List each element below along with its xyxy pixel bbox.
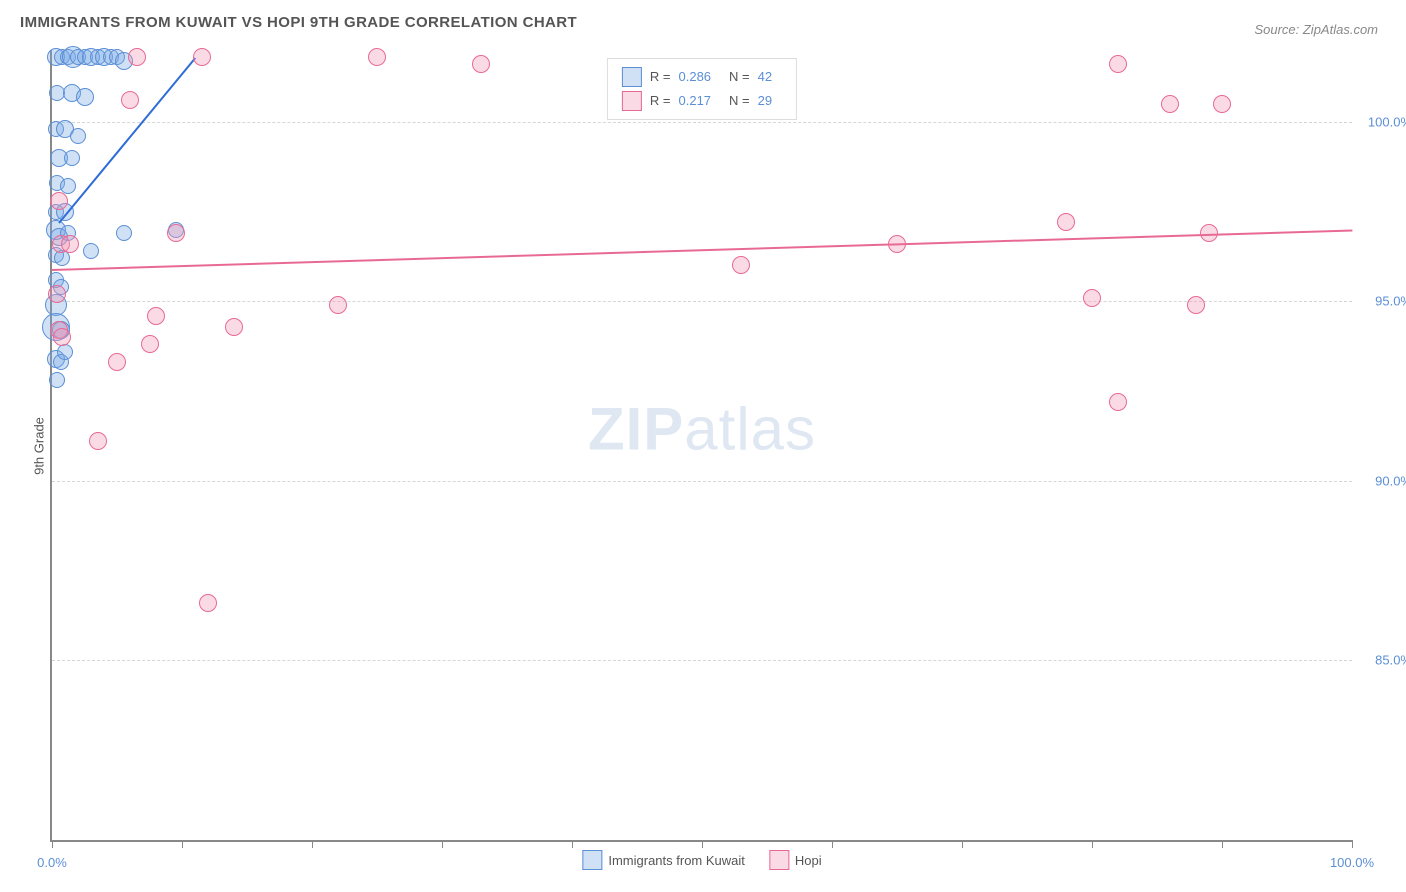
x-tick (1352, 840, 1353, 848)
scatter-point (167, 224, 185, 242)
x-tick (962, 840, 963, 848)
trend-line (52, 230, 1352, 271)
scatter-point (1057, 213, 1075, 231)
r-value: 0.286 (678, 65, 711, 89)
scatter-point (1161, 95, 1179, 113)
scatter-point (49, 372, 65, 388)
n-value: 42 (758, 65, 772, 89)
scatter-point (732, 256, 750, 274)
scatter-point (61, 235, 79, 253)
correlation-chart: IMMIGRANTS FROM KUWAIT VS HOPI 9TH GRADE… (0, 0, 1406, 892)
y-tick-label: 85.0% (1357, 653, 1406, 668)
legend-bottom: Immigrants from Kuwait Hopi (582, 850, 821, 870)
scatter-point (1083, 289, 1101, 307)
x-tick (832, 840, 833, 848)
n-label: N = (729, 65, 750, 89)
scatter-point (70, 128, 86, 144)
legend-bottom-item: Hopi (769, 850, 822, 870)
legend-top-row: R = 0.217 N = 29 (622, 89, 782, 113)
legend-swatch (582, 850, 602, 870)
chart-title: IMMIGRANTS FROM KUWAIT VS HOPI 9TH GRADE… (20, 14, 577, 31)
x-tick-label: 100.0% (1330, 855, 1374, 870)
scatter-point (53, 328, 71, 346)
x-tick (442, 840, 443, 848)
gridline (52, 122, 1352, 123)
y-tick-label: 90.0% (1357, 473, 1406, 488)
x-tick (52, 840, 53, 848)
scatter-point (121, 91, 139, 109)
gridline (52, 660, 1352, 661)
scatter-point (199, 594, 217, 612)
scatter-point (141, 335, 159, 353)
gridline (52, 301, 1352, 302)
legend-top-row: R = 0.286 N = 42 (622, 65, 782, 89)
watermark-bold: ZIP (588, 396, 684, 463)
x-tick (1092, 840, 1093, 848)
plot-area: ZIPatlas R = 0.286N = 42R = 0.217N = 29 … (50, 50, 1352, 842)
legend-swatch (622, 91, 642, 111)
n-label: N = (729, 89, 750, 113)
legend-bottom-item: Immigrants from Kuwait (582, 850, 745, 870)
x-tick (1222, 840, 1223, 848)
scatter-point (89, 432, 107, 450)
scatter-point (1213, 95, 1231, 113)
x-tick (702, 840, 703, 848)
scatter-point (147, 307, 165, 325)
scatter-point (116, 225, 132, 241)
scatter-point (225, 318, 243, 336)
scatter-point (1109, 393, 1127, 411)
gridline (52, 481, 1352, 482)
scatter-point (128, 48, 146, 66)
legend-label: Hopi (795, 853, 822, 868)
scatter-point (83, 243, 99, 259)
legend-label: Immigrants from Kuwait (608, 853, 745, 868)
legend-swatch (769, 850, 789, 870)
x-tick-label: 0.0% (37, 855, 67, 870)
watermark-rest: atlas (684, 396, 816, 463)
x-tick (572, 840, 573, 848)
scatter-point (368, 48, 386, 66)
y-tick-label: 100.0% (1357, 114, 1406, 129)
chart-source: Source: ZipAtlas.com (1254, 22, 1378, 37)
scatter-point (108, 353, 126, 371)
r-label: R = (650, 89, 671, 113)
scatter-point (50, 192, 68, 210)
legend-swatch (622, 67, 642, 87)
scatter-point (1109, 55, 1127, 73)
watermark: ZIPatlas (588, 395, 816, 464)
r-label: R = (650, 65, 671, 89)
scatter-point (193, 48, 211, 66)
n-value: 29 (758, 89, 772, 113)
scatter-point (472, 55, 490, 73)
scatter-point (48, 285, 66, 303)
r-value: 0.217 (678, 89, 711, 113)
scatter-point (64, 150, 80, 166)
scatter-point (329, 296, 347, 314)
x-tick (312, 840, 313, 848)
scatter-point (76, 88, 94, 106)
y-tick-label: 95.0% (1357, 294, 1406, 309)
y-axis-label: 9th Grade (31, 417, 46, 475)
scatter-point (1187, 296, 1205, 314)
legend-top: R = 0.286 N = 42 R = 0.217 N = 29 (607, 58, 797, 120)
x-tick (182, 840, 183, 848)
